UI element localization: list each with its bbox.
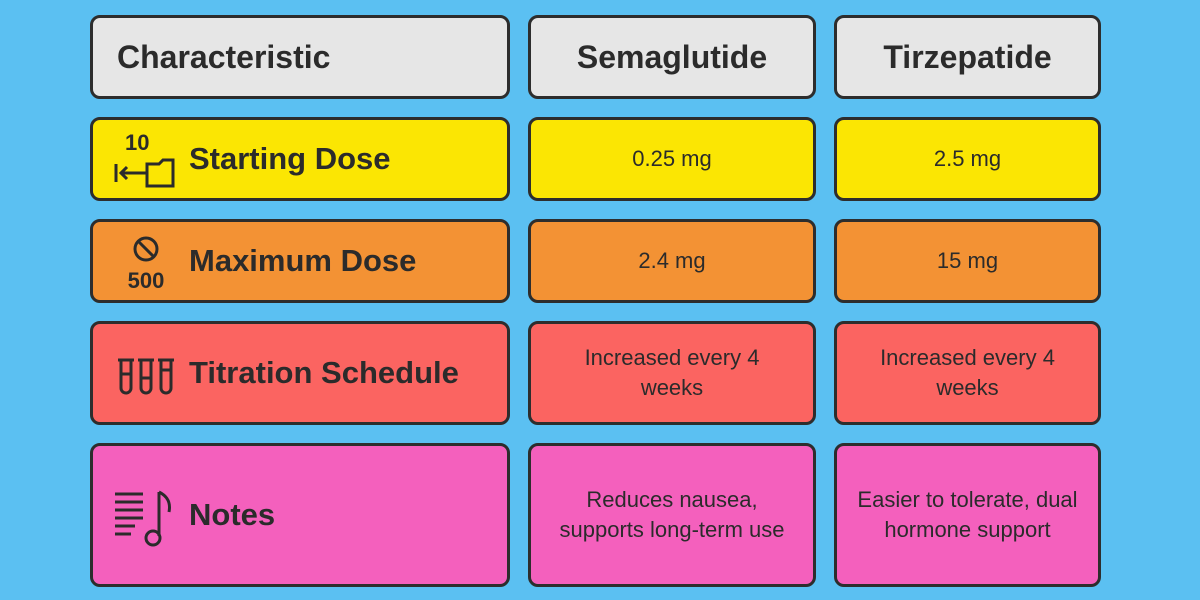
tirzepatide-maximum-dose-value: 15 mg	[936, 248, 999, 273]
semaglutide-maximum-dose: 2.4 mg	[528, 219, 816, 303]
tirzepatide-titration-schedule: Increased every 4 weeks	[834, 321, 1101, 425]
header-semaglutide: Semaglutide	[528, 15, 816, 99]
row-notes-label: Notes	[90, 443, 510, 587]
row-maximum-dose-text: Maximum Dose	[189, 243, 417, 278]
row-notes-text: Notes	[189, 497, 276, 532]
row-titration-schedule-label: Titration Schedule	[90, 321, 510, 425]
tirzepatide-titration-schedule-value: Increased every 4 weeks	[880, 345, 1055, 400]
header-characteristic: Characteristic	[90, 15, 510, 99]
test-tubes-icon	[111, 344, 181, 408]
tirzepatide-notes-value: Easier to tolerate, dual hormone support	[857, 487, 1078, 542]
starting-dose-icon: 10	[111, 128, 181, 192]
semaglutide-starting-dose-value: 0.25 mg	[632, 146, 712, 171]
header-semaglutide-text: Semaglutide	[576, 38, 768, 75]
row-starting-dose-text: Starting Dose	[189, 141, 391, 176]
row-starting-dose-label: 10 Starting Dose	[90, 117, 510, 201]
notes-icon	[111, 486, 181, 550]
tirzepatide-notes: Easier to tolerate, dual hormone support	[834, 443, 1101, 587]
header-tirzepatide: Tirzepatide	[834, 15, 1101, 99]
row-titration-schedule-text: Titration Schedule	[189, 355, 459, 390]
semaglutide-notes: Reduces nausea, supports long-term use	[528, 443, 816, 587]
header-characteristic-text: Characteristic	[117, 38, 331, 75]
tirzepatide-maximum-dose: 15 mg	[834, 219, 1101, 303]
semaglutide-notes-value: Reduces nausea, supports long-term use	[559, 487, 785, 542]
semaglutide-titration-schedule-value: Increased every 4 weeks	[584, 345, 760, 400]
maximum-dose-icon-number: 500	[128, 268, 165, 293]
tirzepatide-starting-dose: 2.5 mg	[834, 117, 1101, 201]
semaglutide-starting-dose: 0.25 mg	[528, 117, 816, 201]
header-tirzepatide-text: Tirzepatide	[883, 38, 1052, 75]
tirzepatide-starting-dose-value: 2.5 mg	[933, 146, 1002, 171]
starting-dose-icon-number: 10	[125, 130, 149, 155]
semaglutide-titration-schedule: Increased every 4 weeks	[528, 321, 816, 425]
semaglutide-maximum-dose-value: 2.4 mg	[638, 248, 706, 273]
maximum-dose-icon: 500	[111, 232, 181, 296]
row-maximum-dose-label: 500 Maximum Dose	[90, 219, 510, 303]
